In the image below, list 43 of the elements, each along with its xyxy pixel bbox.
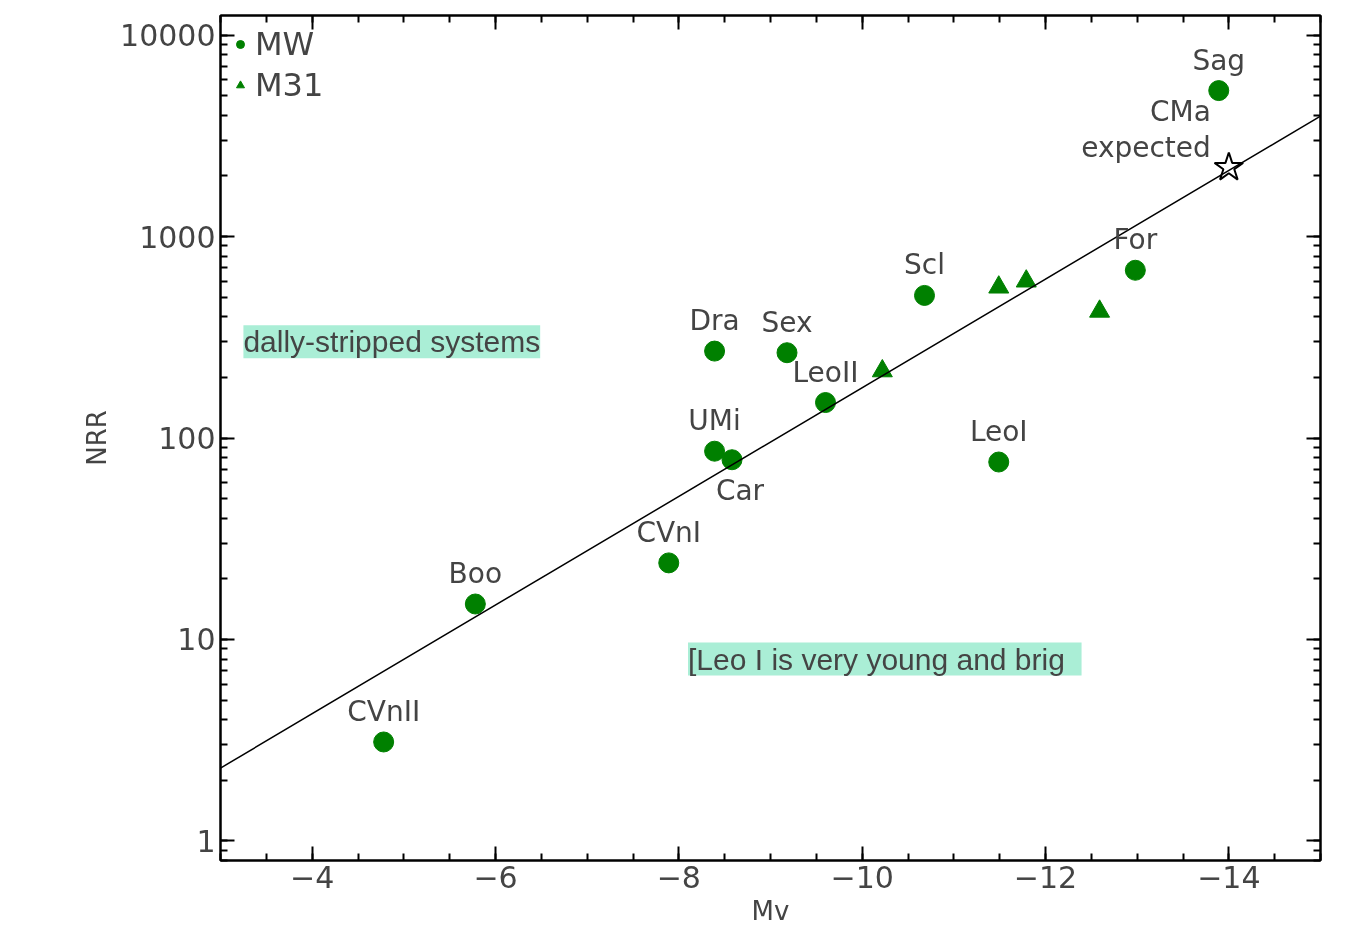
annotation: LeoII bbox=[792, 355, 859, 389]
point bbox=[373, 731, 395, 753]
annotation: Boo bbox=[448, 557, 503, 591]
point bbox=[464, 593, 486, 615]
y-tick-label: 1000 bbox=[139, 219, 216, 255]
legend-label: MW bbox=[255, 25, 315, 63]
annotation: LeoI bbox=[969, 415, 1028, 449]
x-tick-label: −10 bbox=[830, 859, 894, 895]
x-axis-title: Mv bbox=[751, 895, 790, 926]
y-tick-label: 10000 bbox=[120, 18, 216, 54]
annotation: CVnII bbox=[347, 694, 421, 728]
annotation: Sag bbox=[1192, 43, 1246, 77]
annotation: [Leo I is very young and brig bbox=[688, 642, 1065, 676]
x-tick-label: −6 bbox=[473, 859, 518, 895]
x-tick-label: −4 bbox=[290, 859, 335, 895]
point bbox=[704, 340, 726, 362]
point bbox=[914, 284, 935, 306]
y-tick-label: 1 bbox=[196, 823, 216, 859]
annotation: CMa bbox=[1149, 94, 1211, 128]
point bbox=[721, 449, 743, 471]
annotation: CVnI bbox=[636, 515, 702, 549]
x-tick-label: −12 bbox=[1013, 859, 1078, 895]
y-tick-label: 100 bbox=[158, 421, 216, 456]
annotation: Sex bbox=[761, 305, 813, 339]
annotation: expected bbox=[1081, 130, 1211, 164]
annotation: dally-stripped systems bbox=[243, 325, 541, 359]
point bbox=[815, 392, 836, 413]
annotation: UMi bbox=[688, 404, 741, 438]
point bbox=[658, 552, 680, 574]
legend-label: M31 bbox=[255, 66, 324, 104]
x-tick-label: −8 bbox=[656, 859, 701, 895]
point bbox=[1124, 259, 1146, 281]
point bbox=[988, 451, 1010, 473]
annotation: Dra bbox=[689, 304, 740, 338]
point bbox=[1208, 80, 1230, 102]
y-tick-label: 10 bbox=[177, 622, 216, 658]
annotation: Car bbox=[715, 473, 765, 507]
annotation: Scl bbox=[904, 248, 945, 282]
y-axis-title: NRR bbox=[82, 410, 113, 466]
x-tick-label: −14 bbox=[1197, 859, 1261, 895]
point bbox=[1213, 151, 1245, 181]
annotation: For bbox=[1113, 223, 1158, 257]
point bbox=[704, 440, 726, 462]
